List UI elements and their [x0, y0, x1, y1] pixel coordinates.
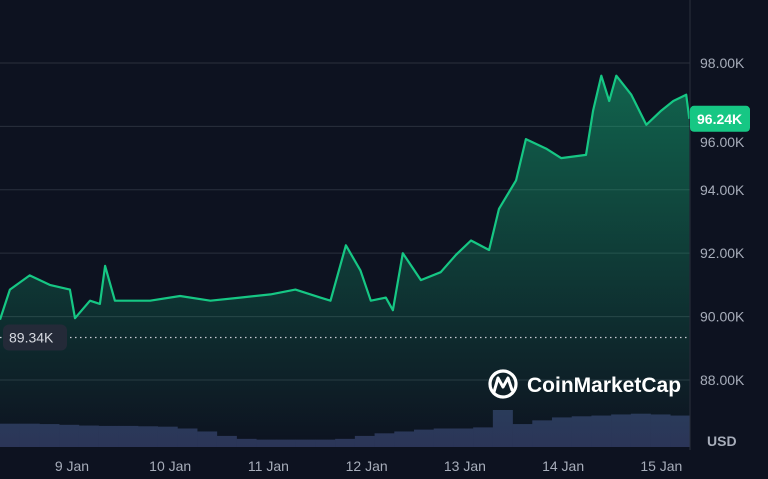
y-tick-label: 96.00K	[700, 134, 745, 150]
y-axis-ticks: 88.00K 90.00K 92.00K 94.00K 96.00K 98.00K	[700, 55, 745, 388]
x-tick-label: 12 Jan	[346, 458, 388, 474]
y-tick-label: 94.00K	[700, 182, 745, 198]
coinmarketcap-logo-icon	[488, 369, 518, 399]
coinmarketcap-wordmark: CoinMarketCap	[527, 374, 681, 397]
reference-price-badge: 89.34K	[3, 324, 67, 351]
price-area-fill	[0, 75, 690, 447]
y-tick-label: 90.00K	[700, 309, 745, 325]
current-price-label: 96.24K	[697, 111, 742, 127]
x-tick-label: 13 Jan	[444, 458, 486, 474]
y-tick-label: 92.00K	[700, 245, 745, 261]
price-line	[0, 74, 691, 321]
y-tick-label: 88.00K	[700, 372, 745, 388]
x-tick-label: 11 Jan	[248, 458, 289, 474]
currency-label: USD	[707, 433, 737, 449]
current-price-badge: 96.24K	[690, 105, 750, 132]
y-tick-label: 98.00K	[700, 55, 745, 71]
x-tick-label: 14 Jan	[542, 458, 584, 474]
x-tick-label: 9 Jan	[55, 458, 89, 474]
x-tick-label: 15 Jan	[640, 458, 682, 474]
x-axis-ticks: 9 Jan 10 Jan 11 Jan 12 Jan 13 Jan 14 Jan 15 Ja…	[55, 458, 683, 474]
coinmarketcap-logo: CoinMarketCap	[488, 369, 681, 399]
x-tick-label: 10 Jan	[149, 458, 191, 474]
coinmarketcap-logo-mark	[492, 376, 514, 394]
reference-price-label: 89.34K	[9, 329, 54, 345]
